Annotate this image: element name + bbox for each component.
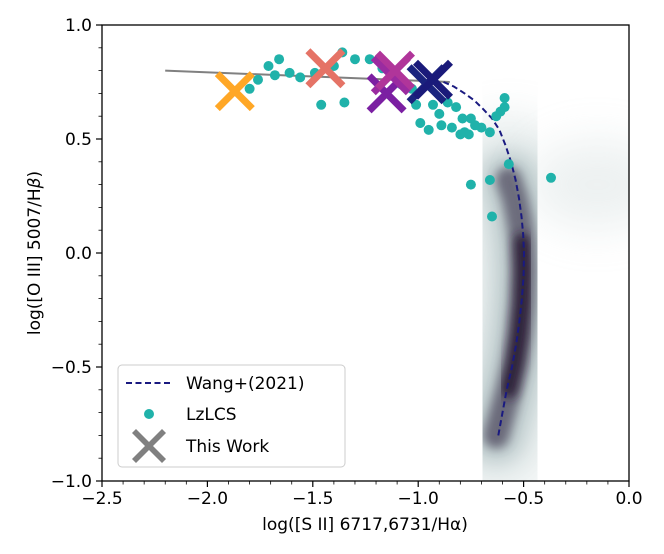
lzlcs-point xyxy=(269,70,280,81)
legend-thiswork-swatch xyxy=(132,429,166,463)
x-tick-label: −1.5 xyxy=(292,489,333,509)
legend-wang-label: Wang+(2021) xyxy=(186,374,304,394)
density-tail xyxy=(527,139,629,230)
lzlcs-point xyxy=(503,159,514,170)
lzlcs-point xyxy=(284,67,295,78)
lzlcs-point xyxy=(350,54,360,65)
lzlcs-point xyxy=(434,108,445,119)
lzlcs-point xyxy=(339,97,350,108)
lzlcs-point xyxy=(499,93,510,103)
legend-lzlcs-swatch xyxy=(144,409,154,419)
y-axis: −1.0 −0.5 0.0 0.5 1.0 xyxy=(51,16,102,492)
wang-2021-curve xyxy=(443,81,526,436)
lzlcs-point xyxy=(546,172,556,183)
lzlcs-point xyxy=(244,83,255,94)
lzlcs-point xyxy=(487,211,497,222)
lzlcs-point xyxy=(484,127,495,138)
this-work-marker xyxy=(413,59,453,100)
lzlcs-point xyxy=(436,120,447,131)
y-tick-label: −0.5 xyxy=(51,358,92,378)
lzlcs-point xyxy=(499,102,510,113)
lzlcs-point xyxy=(476,122,487,133)
y-tick-label: 1.0 xyxy=(65,16,92,36)
x-tick-label: −2.0 xyxy=(187,489,228,509)
y-tick-label: −1.0 xyxy=(51,472,92,492)
legend-thiswork-label: This Work xyxy=(185,437,269,457)
y-tick-label: 0.0 xyxy=(65,244,92,264)
y-axis-label: log([O III] 5007/Hβ) xyxy=(25,171,45,335)
lzlcs-point xyxy=(451,102,462,113)
lzlcs-point xyxy=(263,61,274,71)
x-tick-label: −1.0 xyxy=(398,489,439,509)
lzlcs-point xyxy=(484,175,495,185)
lzlcs-point xyxy=(364,54,375,65)
sdss-density-map xyxy=(436,120,629,481)
legend-box xyxy=(117,364,346,468)
this-work-marker xyxy=(375,50,415,91)
x-tick-label: 0.0 xyxy=(615,489,642,509)
this-work-marker xyxy=(305,48,346,89)
legend-lzlcs-label: LzLCS xyxy=(186,405,237,425)
lzlcs-point xyxy=(463,129,474,140)
lzlcs-point xyxy=(295,72,306,83)
lzlcs-point xyxy=(253,74,263,85)
this-work-marker xyxy=(214,71,255,112)
legend: Wang+(2021) LzLCS This Work xyxy=(117,364,346,468)
lzlcs-point xyxy=(274,54,285,65)
x-axis: −2.5 −2.0 −1.5 −1.0 −0.5 0.0 xyxy=(81,481,643,509)
x-axis-label: log([S II] 6717,6731/Hα) xyxy=(262,515,468,535)
x-tick-label: −0.5 xyxy=(503,489,544,509)
lzlcs-point xyxy=(316,99,327,110)
lzlcs-point xyxy=(428,99,438,110)
lzlcs-point xyxy=(423,124,434,135)
lzlcs-point xyxy=(457,113,468,124)
y-tick-label: 0.5 xyxy=(65,130,92,150)
lzlcs-point xyxy=(446,122,457,133)
x-tick-label: −2.5 xyxy=(81,489,122,509)
lzlcs-point xyxy=(415,118,426,128)
lzlcs-point xyxy=(465,179,476,190)
